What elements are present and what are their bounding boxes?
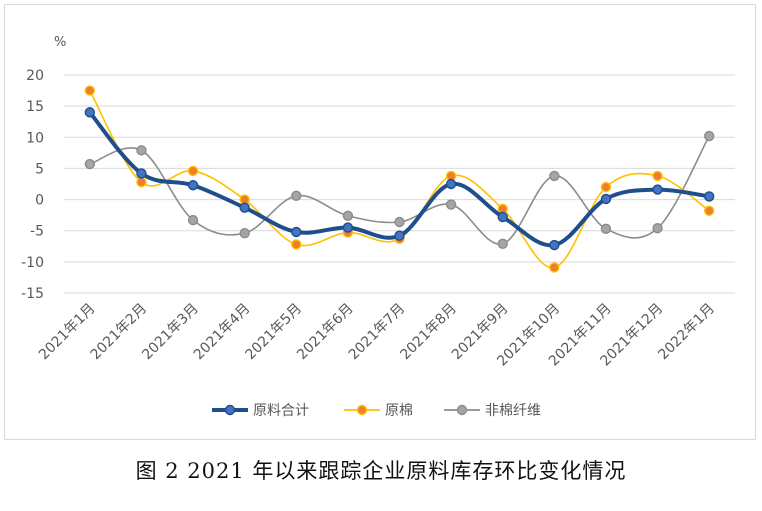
y-tick-label: 20 bbox=[26, 68, 44, 84]
data-point bbox=[652, 184, 663, 195]
x-tick-label: 2022年1月 bbox=[655, 301, 718, 364]
data-point bbox=[549, 262, 560, 273]
data-point bbox=[600, 193, 612, 205]
y-tick-label: 15 bbox=[26, 99, 44, 115]
data-point bbox=[342, 210, 354, 221]
legend-label: 非棉纤维 bbox=[485, 402, 541, 419]
data-point bbox=[84, 85, 96, 96]
legend-marker bbox=[356, 404, 368, 416]
data-point bbox=[342, 222, 354, 233]
data-point bbox=[703, 191, 715, 202]
data-point bbox=[187, 214, 199, 226]
y-tick-label: 10 bbox=[26, 130, 44, 146]
data-point bbox=[445, 178, 457, 190]
data-point bbox=[84, 158, 96, 170]
legend-label: 原料合计 bbox=[253, 403, 309, 419]
y-tick-label: -10 bbox=[21, 255, 44, 271]
data-point bbox=[497, 238, 508, 249]
data-point bbox=[549, 239, 560, 251]
data-point bbox=[652, 223, 663, 234]
data-point bbox=[394, 216, 405, 228]
data-point bbox=[445, 199, 457, 210]
data-point bbox=[703, 130, 715, 142]
data-point bbox=[84, 107, 96, 118]
data-point bbox=[652, 170, 663, 182]
y-unit-label: % bbox=[54, 35, 66, 50]
data-point bbox=[136, 145, 147, 156]
line-chart: 20151050-5-10-15%2021年1月2021年2月2021年3月20… bbox=[21, 35, 735, 419]
data-point bbox=[136, 168, 147, 179]
y-tick-label: -5 bbox=[30, 224, 44, 240]
y-tick-label: 5 bbox=[35, 161, 44, 177]
data-point bbox=[239, 202, 250, 213]
data-point bbox=[136, 176, 147, 188]
data-point bbox=[394, 230, 405, 241]
data-point bbox=[291, 239, 302, 250]
data-point bbox=[291, 190, 302, 202]
y-tick-label: 0 bbox=[35, 193, 44, 209]
data-point bbox=[239, 228, 250, 239]
data-point bbox=[187, 165, 199, 177]
data-point bbox=[703, 205, 715, 216]
data-point bbox=[187, 180, 199, 191]
data-point bbox=[549, 170, 560, 182]
legend-marker bbox=[224, 404, 236, 416]
figure-caption: 图 2 2021 年以来跟踪企业原料库存环比变化情况 bbox=[135, 459, 627, 483]
data-point bbox=[497, 211, 508, 223]
series-line bbox=[89, 135, 710, 245]
legend-label: 原棉 bbox=[385, 402, 413, 419]
data-point bbox=[291, 226, 302, 238]
data-point bbox=[600, 223, 612, 235]
y-tick-label: -15 bbox=[21, 286, 44, 302]
data-point bbox=[600, 181, 612, 193]
legend-marker bbox=[456, 404, 468, 416]
